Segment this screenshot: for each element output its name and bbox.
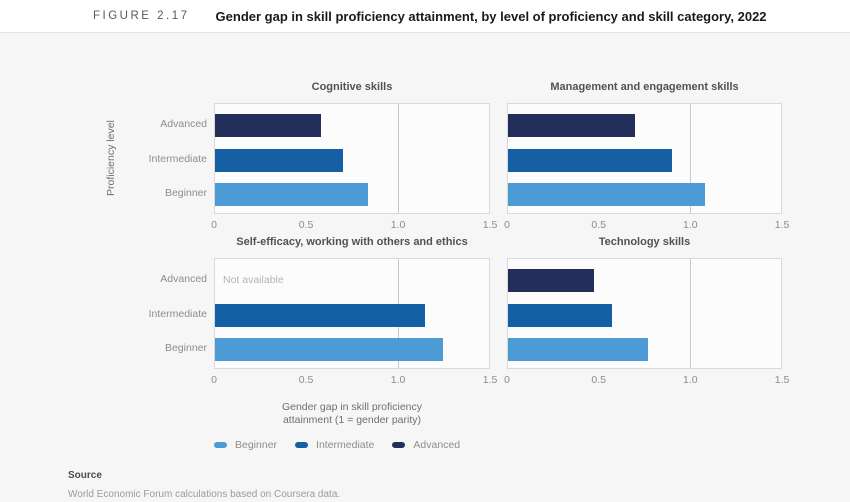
x-axis-title-line-1: Gender gap in skill proficiency	[281, 401, 423, 413]
legend-label: Intermediate	[316, 438, 375, 451]
parity-gridline	[690, 259, 691, 368]
plot-technology-skills	[507, 258, 782, 369]
y-category-label: Intermediate	[148, 153, 207, 165]
bar-intermediate	[215, 304, 425, 327]
parity-gridline	[398, 104, 399, 213]
x-tick-label: 0	[504, 374, 510, 386]
not-available-label: Not available	[223, 274, 284, 286]
x-tick-label: 1.5	[774, 374, 790, 386]
y-category-label: Beginner	[164, 342, 207, 354]
bar-intermediate	[508, 304, 612, 327]
legend-label: Beginner	[235, 438, 278, 451]
plot-management-and-engagement-skills	[507, 103, 782, 214]
plot-self-efficacy-working-with-others-and-ethics: Not available	[214, 258, 490, 369]
x-tick-label: 1.5	[774, 219, 790, 231]
y-category-label: Beginner	[164, 187, 207, 199]
panel-title-cognitive-skills: Cognitive skills	[311, 81, 393, 93]
bar-advanced	[508, 269, 594, 292]
x-tick-label: 1.5	[482, 374, 498, 386]
legend-swatch-advanced	[392, 441, 406, 448]
bar-intermediate	[215, 149, 343, 172]
figure-number-label: FIGURE 2.17	[93, 10, 190, 22]
x-axis-title-line-2: attainment (1 = gender parity)	[282, 413, 422, 426]
bar-advanced	[508, 114, 635, 137]
x-tick-label: 0.5	[298, 374, 314, 386]
source-label: Source	[68, 470, 102, 481]
plot-cognitive-skills	[214, 103, 490, 214]
chart-area: Proficiency level Gender gap in skill pr…	[0, 32, 850, 502]
legend-swatch-intermediate	[295, 441, 309, 448]
parity-gridline	[690, 104, 691, 213]
legend-item-advanced: Advanced	[392, 439, 460, 451]
x-tick-label: 1.0	[390, 219, 406, 231]
y-category-label: Intermediate	[148, 308, 207, 320]
panel-title-management-and-engagement-skills: Management and engagement skills	[550, 81, 739, 93]
x-tick-label: 0.5	[591, 374, 606, 386]
panel-title-self-efficacy-working-with-others-and-ethics: Self-efficacy, working with others and e…	[236, 236, 468, 248]
legend-item-intermediate: Intermediate	[295, 439, 374, 451]
x-tick-label: 0.5	[298, 219, 314, 231]
legend-label: Advanced	[413, 438, 461, 451]
bar-beginner	[215, 183, 368, 206]
panel-title-technology-skills: Technology skills	[598, 236, 691, 248]
legend-item-beginner: Beginner	[214, 439, 277, 451]
x-tick-label: 0.5	[591, 219, 606, 231]
source-text: World Economic Forum calculations based …	[68, 489, 341, 500]
y-category-label: Advanced	[160, 273, 207, 285]
bar-intermediate	[508, 149, 672, 172]
x-tick-label: 0	[211, 219, 217, 231]
y-category-label: Advanced	[160, 118, 207, 130]
legend: Beginner Intermediate Advanced	[214, 437, 460, 452]
bar-advanced	[215, 114, 321, 137]
bar-beginner	[508, 338, 648, 361]
figure-header: FIGURE 2.17 Gender gap in skill proficie…	[0, 0, 850, 32]
bar-beginner	[508, 183, 705, 206]
x-tick-label: 1.0	[683, 219, 698, 231]
x-axis-title: Gender gap in skill proficiency attainme…	[214, 401, 490, 426]
bar-beginner	[215, 338, 443, 361]
x-tick-label: 1.5	[482, 219, 498, 231]
x-tick-label: 0	[504, 219, 510, 231]
x-tick-label: 1.0	[683, 374, 698, 386]
x-tick-label: 1.0	[390, 374, 406, 386]
legend-swatch-beginner	[214, 441, 227, 448]
source-block: Source World Economic Forum calculations…	[68, 470, 340, 501]
x-tick-label: 0	[211, 374, 217, 386]
figure-title: Gender gap in skill proficiency attainme…	[215, 8, 767, 24]
